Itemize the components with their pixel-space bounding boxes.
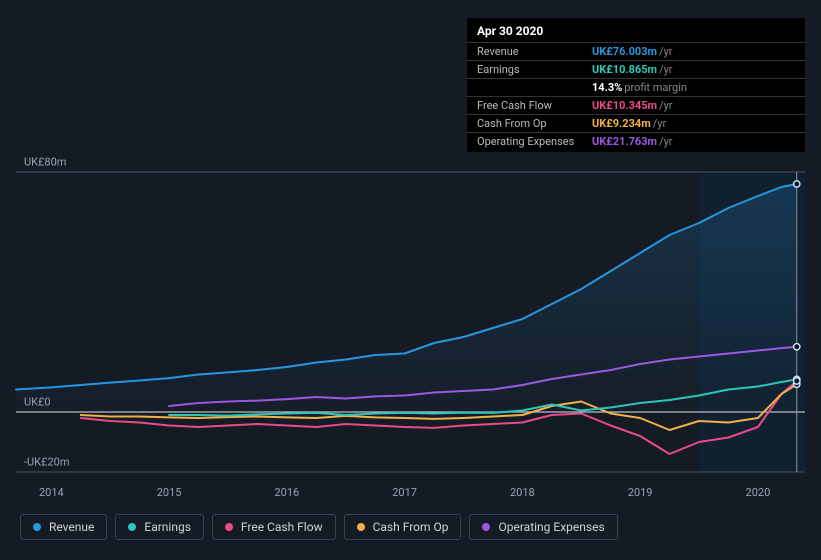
tooltip-row-label: Operating Expenses <box>477 135 592 148</box>
legend-label: Cash From Op <box>373 520 449 534</box>
legend-item[interactable]: Revenue <box>20 514 107 540</box>
tooltip-row-value: UK£9.234m <box>592 117 651 130</box>
tooltip-row-label: Revenue <box>477 45 592 58</box>
legend-dot-icon <box>357 523 365 531</box>
series-end-marker <box>794 181 800 187</box>
legend-dot-icon <box>225 523 233 531</box>
tooltip-title: Apr 30 2020 <box>467 24 805 42</box>
tooltip-row-unit: /yr <box>659 99 672 112</box>
tooltip-row-value: UK£21.763m <box>592 135 657 148</box>
legend-label: Earnings <box>144 520 191 534</box>
tooltip-row: Free Cash FlowUK£10.345m/yr <box>467 96 805 114</box>
tooltip-row-label: Free Cash Flow <box>477 99 592 112</box>
legend-item[interactable]: Earnings <box>115 514 204 540</box>
legend-dot-icon <box>128 523 136 531</box>
legend-dot-icon <box>482 523 490 531</box>
tooltip-row: Operating ExpensesUK£21.763m/yr <box>467 132 805 150</box>
legend: Revenue Earnings Free Cash Flow Cash From O… <box>20 514 618 540</box>
legend-item[interactable]: Cash From Op <box>344 514 462 540</box>
tooltip-row-unit: /yr <box>653 117 666 130</box>
legend-label: Operating Expenses <box>498 520 604 534</box>
tooltip-row-unit: profit margin <box>624 81 687 94</box>
series-end-marker <box>794 344 800 350</box>
legend-label: Revenue <box>49 520 94 534</box>
tooltip-row-value: UK£76.003m <box>592 45 657 58</box>
tooltip-row: 14.3%profit margin <box>467 78 805 96</box>
series-end-marker <box>794 378 800 384</box>
hover-tooltip: Apr 30 2020 RevenueUK£76.003m/yrEarnings… <box>467 18 805 152</box>
legend-item[interactable]: Operating Expenses <box>469 514 617 540</box>
tooltip-row: RevenueUK£76.003m/yr <box>467 42 805 60</box>
tooltip-row-value: 14.3% <box>592 81 622 94</box>
tooltip-row-unit: /yr <box>659 45 672 58</box>
legend-label: Free Cash Flow <box>241 520 323 534</box>
tooltip-row: EarningsUK£10.865m/yr <box>467 60 805 78</box>
tooltip-row-label: Earnings <box>477 63 592 76</box>
tooltip-row-value: UK£10.345m <box>592 99 657 112</box>
legend-item[interactable]: Free Cash Flow <box>212 514 336 540</box>
legend-dot-icon <box>33 523 41 531</box>
tooltip-row-unit: /yr <box>659 135 672 148</box>
tooltip-row-label: Cash From Op <box>477 117 592 130</box>
tooltip-row: Cash From OpUK£9.234m/yr <box>467 114 805 132</box>
revenue-area <box>16 184 797 412</box>
tooltip-row-value: UK£10.865m <box>592 63 657 76</box>
tooltip-row-unit: /yr <box>659 63 672 76</box>
